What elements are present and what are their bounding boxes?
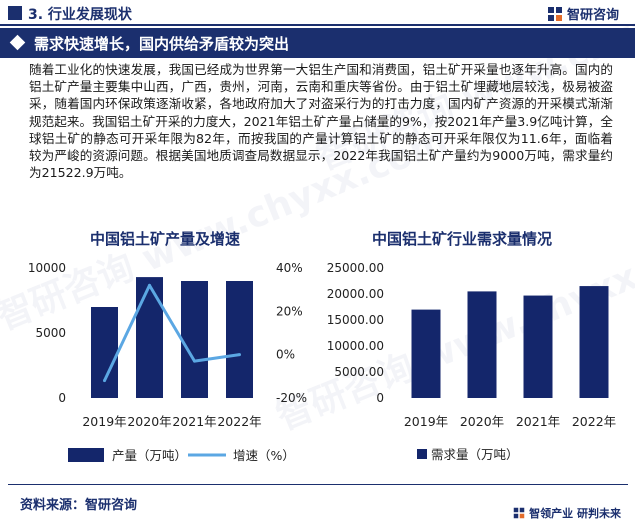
demand-bar xyxy=(467,291,497,398)
y-tick-label: 5000.00 xyxy=(334,365,384,379)
y-right-tick-label: 40% xyxy=(276,261,303,275)
diamond-icon xyxy=(9,34,26,51)
y-right-tick-label: 0% xyxy=(276,348,295,362)
y-left-tick-label: 10000 xyxy=(28,261,66,275)
brand-logo-icon xyxy=(547,6,562,21)
brand-name: 智研咨询 xyxy=(566,8,619,23)
legend-label-production: 产量（万吨） xyxy=(112,448,187,463)
legend-label-demand: 需求量（万吨） xyxy=(431,447,519,462)
banner: 需求快速增长，国内供给矛盾较为突出 xyxy=(0,28,635,58)
growth-point xyxy=(103,379,106,383)
y-right-tick-label: -20% xyxy=(276,391,307,405)
chart-title-production: 中国铝土矿产量及增速 xyxy=(90,230,241,248)
demand-chart: 0 5000.00 10000.00 15000.00 20000.00 25000.00… xyxy=(327,261,616,462)
legend-swatch-demand xyxy=(417,449,427,459)
x-tick-label: 2022年 xyxy=(217,414,261,429)
production-bar xyxy=(91,307,118,398)
y-tick-label: 20000.00 xyxy=(327,287,384,301)
growth-point xyxy=(148,283,151,287)
y-left-tick-label: 0 xyxy=(58,391,66,405)
growth-point xyxy=(193,359,196,363)
x-tick-label: 2020年 xyxy=(127,414,171,429)
section-marker xyxy=(8,6,22,20)
production-bar xyxy=(136,277,163,398)
section-title: 3. 行业发展现状 xyxy=(28,7,132,23)
source-note: 资料来源：智研咨询 xyxy=(20,498,138,513)
footer-slogan: 智领产业 研判未来 xyxy=(529,507,621,520)
x-tick-label: 2019年 xyxy=(404,414,448,429)
x-tick-label: 2019年 xyxy=(82,414,126,429)
y-tick-label: 0 xyxy=(376,391,384,405)
legend-swatch-production xyxy=(68,448,104,462)
brand: 智研咨询 xyxy=(547,4,619,23)
x-tick-label: 2022年 xyxy=(572,414,616,429)
production-bar xyxy=(181,281,208,398)
growth-line xyxy=(103,283,240,382)
demand-bar xyxy=(411,309,441,398)
production-chart: 0 5000 10000 -20% 0% 20% 40% 2019年 2020年 2021年 202… xyxy=(28,261,307,463)
chart-title-demand: 中国铝土矿行业需求量情况 xyxy=(372,230,553,248)
y-tick-label: 15000.00 xyxy=(327,313,384,327)
demand-bar xyxy=(579,286,609,398)
y-left-tick-label: 5000 xyxy=(35,326,66,340)
legend-label-growth: 增速（%） xyxy=(233,448,295,463)
x-tick-label: 2021年 xyxy=(172,414,216,429)
production-bar xyxy=(226,281,253,398)
banner-title: 需求快速增长，国内供给矛盾较为突出 xyxy=(34,35,290,53)
x-tick-label: 2021年 xyxy=(516,414,560,429)
x-tick-label: 2020年 xyxy=(460,414,504,429)
top-bar: 3. 行业发展现状 智研咨询 xyxy=(0,0,635,26)
y-tick-label: 10000.00 xyxy=(327,339,384,353)
demand-bar xyxy=(523,295,553,398)
y-tick-label: 25000.00 xyxy=(327,261,384,275)
y-right-tick-label: 20% xyxy=(276,304,303,318)
footer-divider xyxy=(8,484,628,485)
growth-point xyxy=(238,353,241,357)
body-paragraph: 随着工业化的快速发展，我国已经成为世界第一大铝生产国和消费国，铝土矿开采量也逐年… xyxy=(29,62,613,181)
footer-logo-icon xyxy=(513,507,525,519)
footer-brand: 智领产业 研判未来 xyxy=(513,505,621,521)
